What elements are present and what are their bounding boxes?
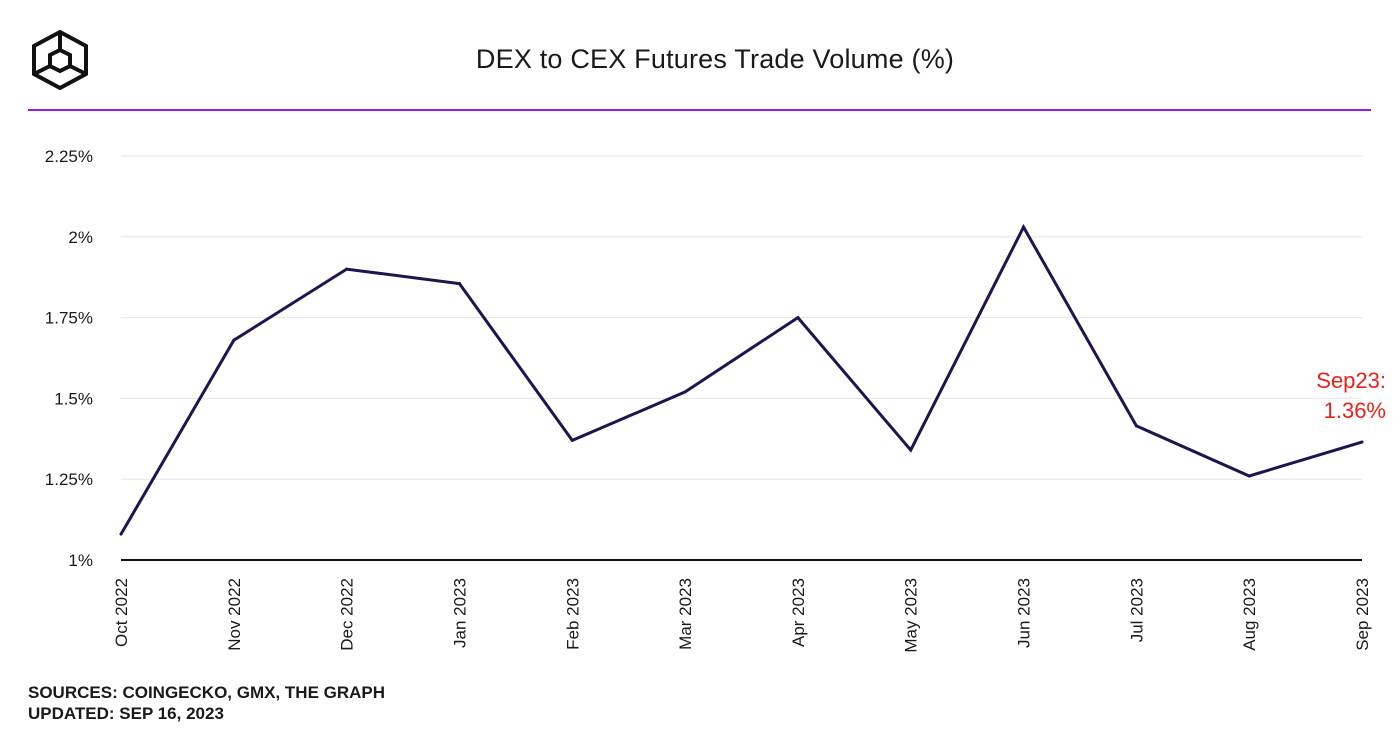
data-point [345, 267, 349, 271]
hexagon-cube-logo-icon [32, 29, 88, 91]
data-point [570, 438, 574, 442]
data-point [683, 390, 687, 394]
data-point [909, 448, 913, 452]
y-tick-label: 1.25% [45, 470, 93, 489]
data-point [1022, 225, 1026, 229]
x-tick-label: Jan 2023 [450, 578, 469, 648]
data-point [457, 282, 461, 286]
annotation-label-line1: Sep23: [1316, 368, 1386, 393]
annotation-layer: Sep23: 1.36% [1316, 368, 1386, 423]
chart-title: DEX to CEX Futures Trade Volume (%) [475, 44, 955, 74]
y-axis-ticks: 1% 1.25% 1.5% 1.75% 2% 2.25% [45, 147, 93, 570]
sources-text: SOURCES: COINGECKO, GMX, THE GRAPH [28, 683, 386, 702]
y-tick-label: 1.75% [45, 309, 93, 328]
data-point [119, 532, 123, 536]
y-tick-label: 2% [68, 228, 93, 247]
data-point [232, 338, 236, 342]
data-point [1360, 440, 1364, 444]
x-axis-ticks: Oct 2022 Nov 2022 Dec 2022 Jan 2023 Feb 2023… [112, 578, 1372, 653]
data-point [1247, 474, 1251, 478]
x-tick-label: May 2023 [902, 578, 921, 653]
header-divider [28, 109, 1371, 111]
x-tick-label: Oct 2022 [112, 578, 131, 647]
annotation-value-line2: 1.36% [1324, 398, 1386, 423]
x-tick-label: Aug 2023 [1240, 578, 1259, 651]
x-tick-label: Mar 2023 [676, 578, 695, 650]
x-tick-label: Dec 2022 [338, 578, 357, 651]
data-point [796, 316, 800, 320]
x-tick-label: Feb 2023 [563, 578, 582, 650]
series-line [119, 223, 1363, 535]
y-tick-label: 2.25% [45, 147, 93, 166]
x-tick-label: Jun 2023 [1015, 578, 1034, 648]
grid-lines [121, 155, 1362, 561]
y-tick-label: 1.5% [54, 389, 93, 408]
y-tick-label: 1% [68, 551, 93, 570]
data-point [1134, 424, 1138, 428]
updated-text: UPDATED: SEP 16, 2023 [28, 704, 224, 723]
chart-header: DEX to CEX Futures Trade Volume (%) [0, 0, 1400, 111]
x-tick-label: Sep 2023 [1353, 578, 1372, 651]
x-tick-label: Nov 2022 [225, 578, 244, 651]
chart-footer: SOURCES: COINGECKO, GMX, THE GRAPH UPDAT… [28, 682, 385, 724]
x-tick-label: Jul 2023 [1127, 578, 1146, 642]
x-tick-label: Apr 2023 [789, 578, 808, 647]
series-layer [119, 223, 1364, 536]
